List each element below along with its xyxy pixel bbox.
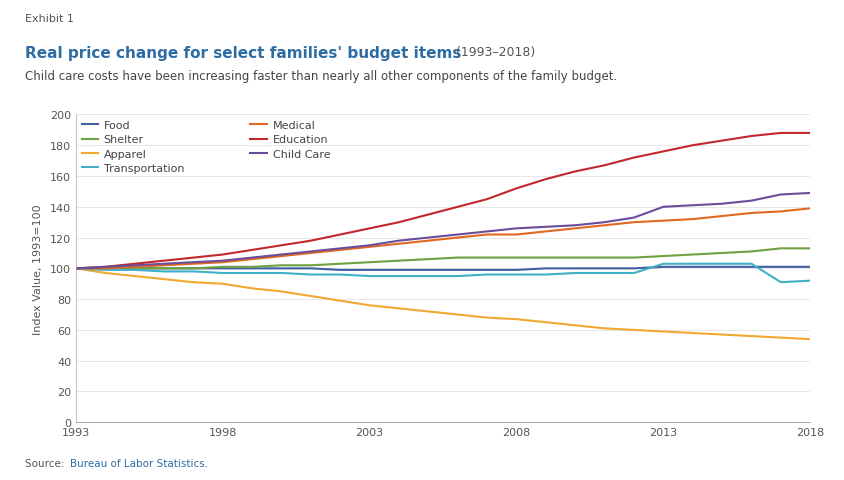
Y-axis label: Index Value, 1993=100: Index Value, 1993=100 <box>33 204 43 334</box>
Text: Child care costs have been increasing faster than nearly all other components of: Child care costs have been increasing fa… <box>25 70 618 83</box>
Legend: Medical, Education, Child Care: Medical, Education, Child Care <box>251 121 330 159</box>
Text: Bureau of Labor Statistics.: Bureau of Labor Statistics. <box>70 458 208 468</box>
Text: (1993–2018): (1993–2018) <box>452 46 535 59</box>
Text: Real price change for select families' budget items: Real price change for select families' b… <box>25 46 462 60</box>
Text: Exhibit 1: Exhibit 1 <box>25 14 74 24</box>
Text: Source:: Source: <box>25 458 68 468</box>
